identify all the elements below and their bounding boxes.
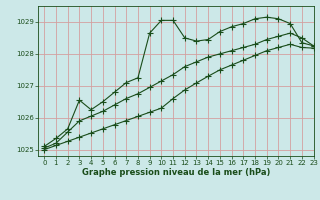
X-axis label: Graphe pression niveau de la mer (hPa): Graphe pression niveau de la mer (hPa) <box>82 168 270 177</box>
